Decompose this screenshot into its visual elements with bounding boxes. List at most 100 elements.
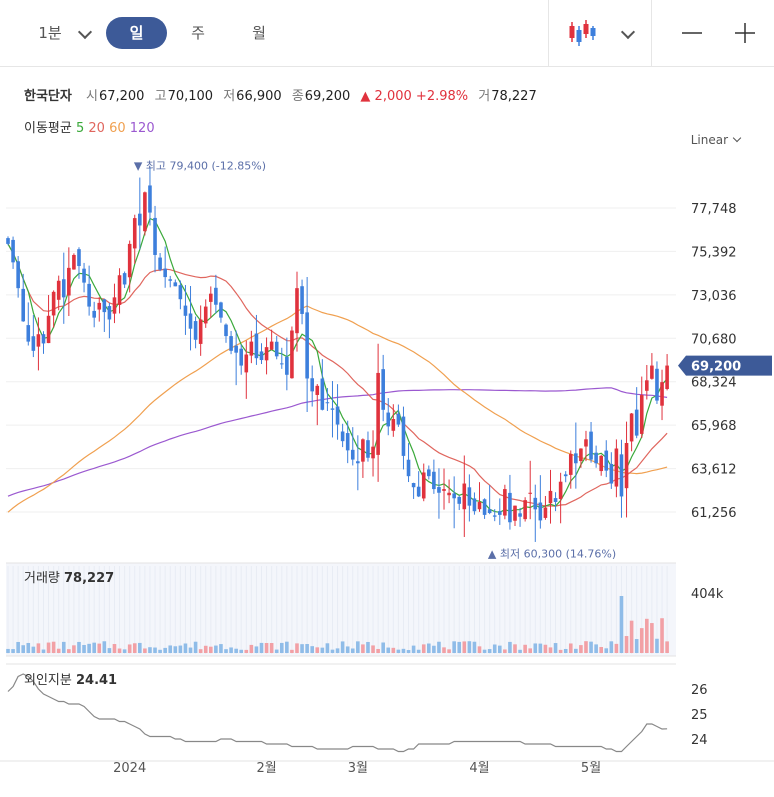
zoom-out-icon[interactable] [680, 21, 704, 45]
candle-body [376, 372, 380, 455]
tab-month[interactable]: 월 [252, 24, 266, 42]
volume-bar [437, 641, 441, 653]
volume-bar [513, 644, 517, 653]
candle-body [229, 336, 233, 351]
candle-body [153, 217, 157, 255]
volume-bar [67, 649, 71, 653]
current-price-tag [678, 355, 772, 376]
volume-bar [584, 641, 588, 653]
quote-summary: 한국단자 시67,200 고70,100 저66,900 종69,200 ▲ 2… [24, 85, 543, 104]
volume-bar [665, 641, 669, 653]
volume-bar [492, 644, 497, 653]
candle-body [639, 395, 644, 434]
volume-bar [609, 641, 614, 653]
volume-bar [295, 643, 299, 653]
candle-body [472, 498, 477, 512]
volume-bar [219, 644, 223, 653]
volume-bar [92, 642, 96, 653]
volume-bar [427, 643, 431, 653]
high-label: 고 [154, 89, 167, 104]
candle-body [56, 280, 61, 300]
volume-bar [158, 649, 162, 653]
candle-body [401, 416, 406, 456]
candle-body [163, 268, 167, 278]
candle-body [508, 492, 512, 523]
volume-bar [77, 641, 81, 653]
volume-bar [442, 647, 446, 653]
candle-body [335, 406, 340, 425]
candle-body [285, 356, 289, 375]
price-tick-label: 77,748 [691, 202, 737, 217]
volume-bar [416, 649, 421, 653]
volume-bar [523, 644, 527, 653]
volume-bar [239, 649, 244, 653]
candle-body [386, 412, 391, 427]
close-label: 종 [291, 89, 304, 104]
candlestick-type-icon[interactable] [567, 18, 597, 48]
price-tick-label: 63,612 [691, 463, 737, 478]
volume-bar [229, 647, 233, 653]
open-value: 67,200 [98, 89, 145, 104]
candle-body [188, 313, 193, 329]
candle-body [437, 487, 441, 493]
candle-body [300, 286, 304, 314]
price-tick-label: 75,392 [691, 245, 737, 260]
volume-bar [168, 645, 173, 653]
volume-bar [269, 642, 274, 653]
candle-body [279, 363, 284, 365]
volume-bar [548, 647, 553, 653]
candle-body [97, 302, 102, 310]
candle-body [665, 365, 669, 389]
volume-bar [634, 639, 639, 653]
volume-bar [112, 644, 117, 653]
interval-select[interactable]: 1분 [38, 24, 62, 42]
candle-body [421, 472, 426, 499]
candle-body [538, 502, 543, 521]
volume-bar [660, 618, 664, 653]
volume-bar [259, 642, 264, 653]
candle-body [548, 490, 553, 504]
candle-body [650, 365, 654, 379]
candle-body [107, 306, 112, 320]
volume-bar [447, 649, 451, 653]
candle-body [513, 505, 517, 521]
candle-body [645, 380, 649, 391]
high-annotation: ▼ 최고 79,400 (-12.85%) [134, 160, 266, 173]
ma-20-label: 20 [88, 121, 105, 136]
candle-body [21, 288, 26, 322]
foreign-title: 외인지분 24.41 [24, 673, 117, 688]
candle-body [330, 408, 335, 410]
candle-body [173, 282, 178, 287]
candle-body [148, 185, 152, 213]
candle-body [320, 378, 325, 410]
volume-bar [132, 643, 137, 653]
volume-bar [244, 649, 249, 653]
candle-body [290, 330, 294, 379]
volume-bar [614, 643, 619, 653]
candle-body [462, 483, 467, 510]
candle-body [269, 341, 274, 350]
candle-body [518, 513, 522, 517]
price-tick-label: 73,036 [691, 289, 737, 304]
candle-body [492, 515, 497, 517]
ma-5-label: 5 [75, 121, 85, 136]
candle-body [452, 493, 456, 499]
scale-select[interactable]: Linear [691, 133, 742, 147]
volume-bar [411, 645, 416, 653]
candle-body [599, 455, 603, 472]
candle-body [198, 319, 203, 344]
candle-body [350, 449, 355, 460]
moving-average-label: 이동평균 [24, 121, 72, 136]
volume-bar [553, 643, 558, 653]
tab-week[interactable]: 주 [191, 24, 205, 42]
candle-body [295, 288, 299, 334]
tab-day[interactable]: 일 [106, 17, 167, 49]
candle-body [209, 293, 213, 302]
zoom-in-icon[interactable] [733, 21, 757, 45]
candle-body [604, 450, 609, 471]
candle-body [112, 297, 117, 314]
candle-body [447, 492, 451, 496]
volume-bar [381, 642, 385, 653]
change-percent: +2.98% [415, 89, 469, 104]
